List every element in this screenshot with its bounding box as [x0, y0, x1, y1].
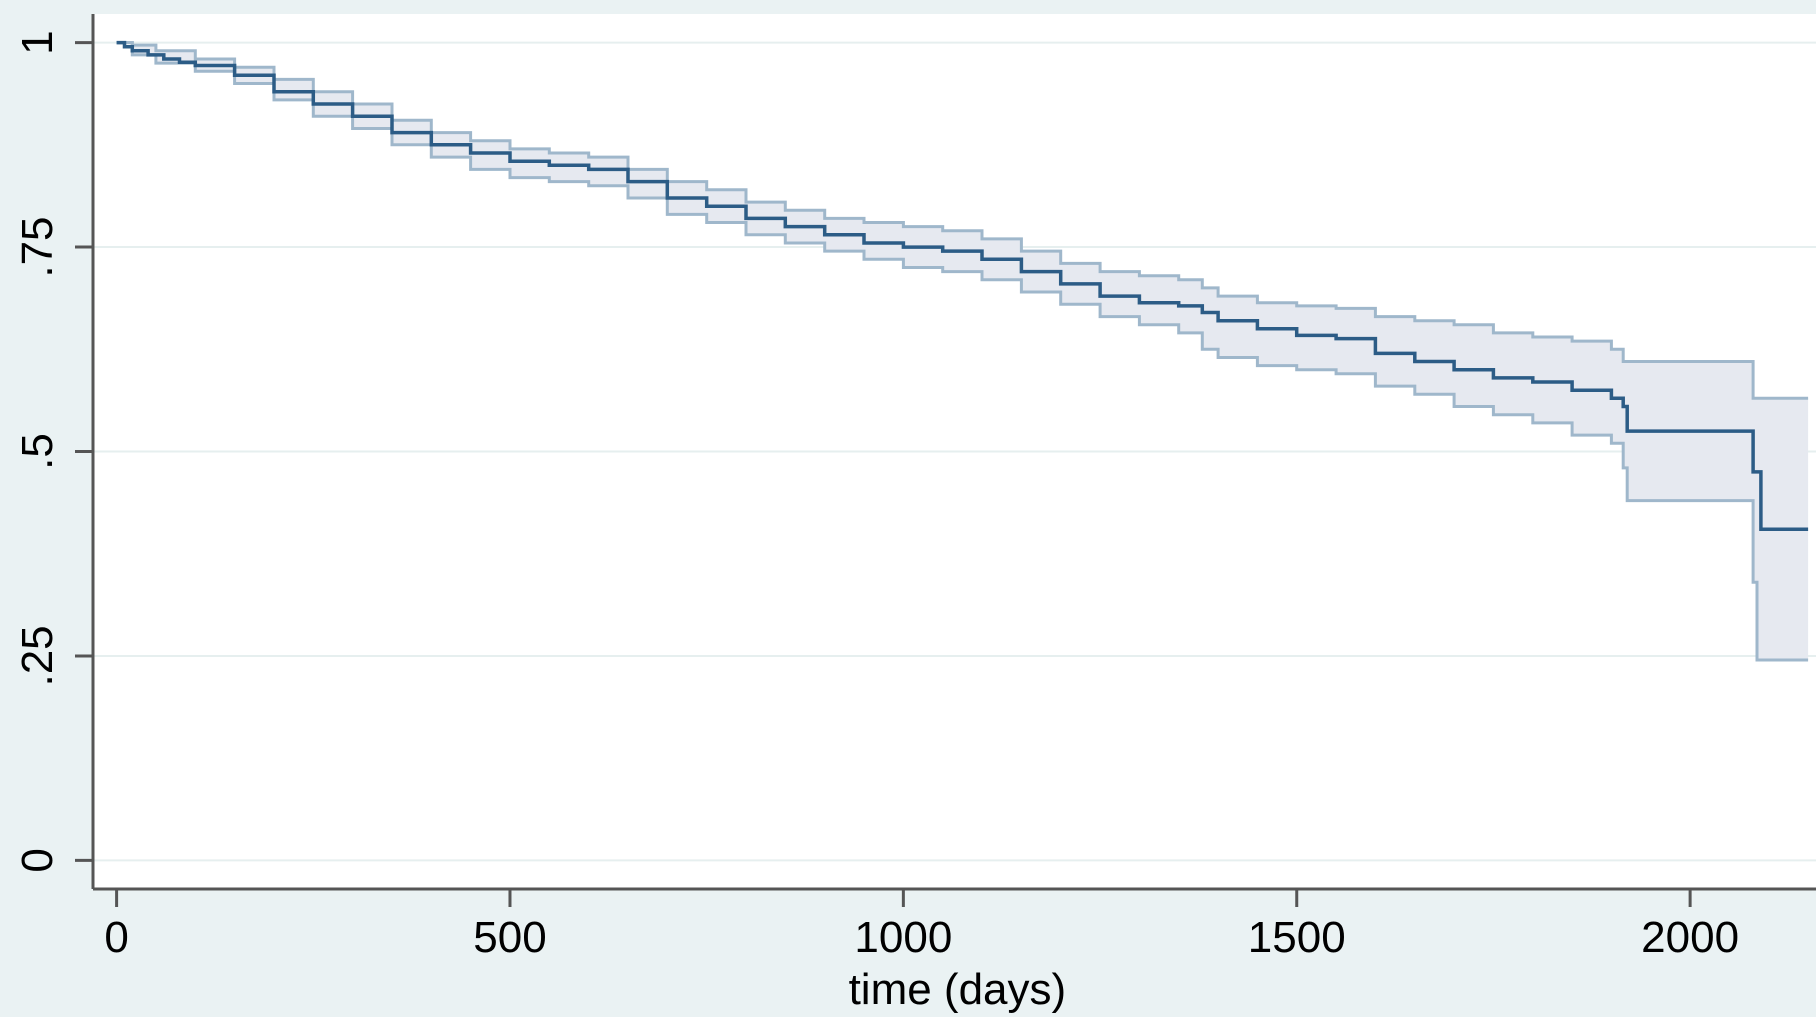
y-tick-label-1: .25: [13, 625, 62, 686]
x-tick-label-1: 500: [473, 913, 546, 962]
y-tick-label-0: 0: [13, 848, 62, 872]
x-tick-label-2: 1000: [854, 913, 952, 962]
x-tick-label-3: 1500: [1248, 913, 1346, 962]
y-tick-label-4: 1: [13, 30, 62, 54]
upper-confidence-line: [116, 41, 1809, 400]
y-tick-label-3: .75: [13, 216, 62, 277]
x-axis-title: time (days): [849, 965, 1067, 1014]
confidence-band: [116, 42, 1809, 661]
x-tick-label-0: 0: [104, 913, 128, 962]
x-tick-label-4: 2000: [1641, 913, 1739, 962]
survival-estimate-line: [116, 40, 1809, 531]
ticks: 0 500 1000 1500 2000 0 .25 .5 .75 1: [13, 30, 1739, 962]
y-tick-label-2: .5: [13, 433, 62, 470]
